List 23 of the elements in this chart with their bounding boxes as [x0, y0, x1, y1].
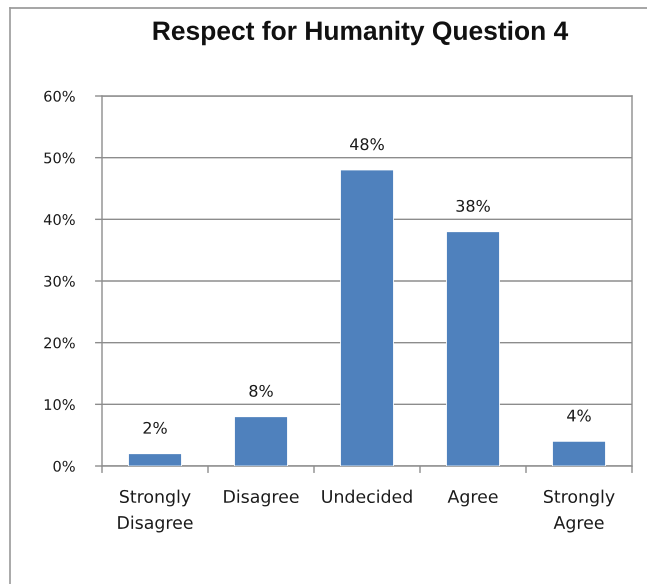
- y-tick-label: 40%: [44, 214, 75, 226]
- y-tick-label: 30%: [44, 276, 75, 287]
- y-tick-label: 60%: [44, 90, 75, 102]
- chart-title: Respect for Humanity Question 4: [154, 20, 568, 46]
- x-tick-label: Disagree: [224, 490, 299, 506]
- y-tick-label: 50%: [44, 152, 75, 164]
- bar: [340, 170, 394, 466]
- data-label: 8%: [249, 384, 273, 397]
- data-label: 38%: [456, 200, 490, 212]
- data-label: 4%: [567, 409, 591, 422]
- data-label: 48%: [350, 138, 384, 150]
- bar: [234, 416, 288, 466]
- data-label: 2%: [144, 422, 167, 434]
- x-tick-label: Strongly Agree: [544, 490, 615, 532]
- y-tick-label: 20%: [44, 337, 75, 348]
- bar: [446, 231, 500, 466]
- y-tick-label: 10%: [44, 399, 75, 410]
- y-tick-label: 0%: [53, 460, 75, 472]
- bar: [552, 440, 606, 466]
- bar: [128, 453, 182, 466]
- x-tick-label: Undecided: [322, 490, 412, 504]
- x-tick-label: Agree: [448, 490, 498, 506]
- x-tick-label: Strongly Disagree: [118, 490, 193, 532]
